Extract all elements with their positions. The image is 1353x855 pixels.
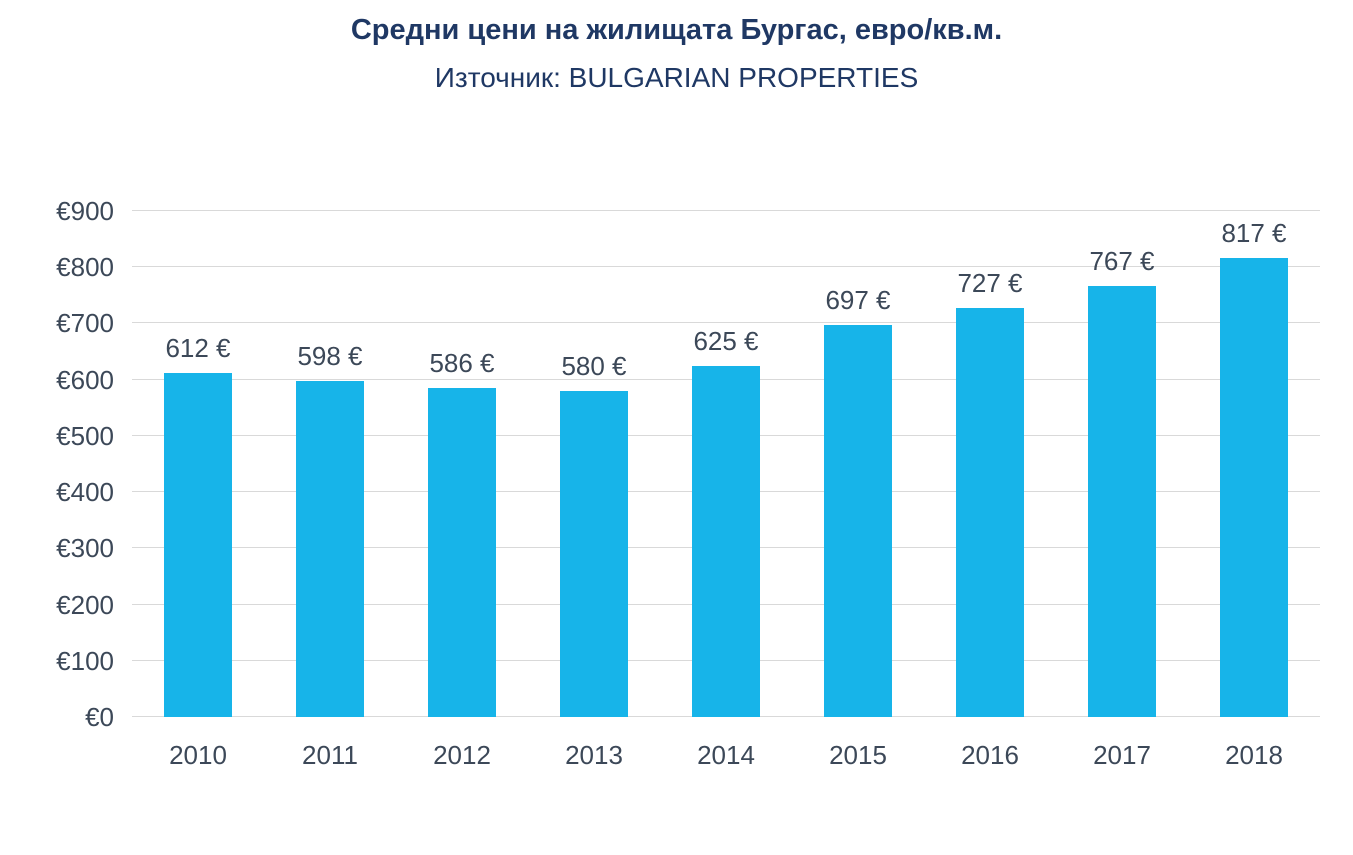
y-axis: €0 €100 €200 €300 €400 €500 €600 €700 €800 €900 bbox=[0, 198, 114, 730]
y-tick-label: €500 bbox=[56, 420, 114, 451]
bar-2014 bbox=[692, 365, 760, 717]
gridline bbox=[132, 322, 1320, 324]
x-tick-label: 2011 bbox=[302, 740, 358, 770]
bar-2011 bbox=[296, 380, 364, 717]
bar-value-label: 767 € bbox=[1089, 245, 1155, 276]
bar-value-label: 598 € bbox=[297, 340, 363, 371]
x-axis: 2010 2011 2012 2013 2014 2015 2016 2017 2018 bbox=[132, 740, 1320, 771]
y-tick-label: €700 bbox=[56, 308, 114, 339]
bar-value-label: 580 € bbox=[561, 350, 627, 381]
bar-2010 bbox=[164, 372, 232, 717]
y-tick-label: €600 bbox=[56, 364, 114, 395]
x-tick-label: 2010 bbox=[169, 740, 227, 770]
bar-2018 bbox=[1220, 257, 1288, 717]
x-tick-label: 2016 bbox=[961, 740, 1019, 770]
bar-2017 bbox=[1088, 285, 1156, 717]
bar-group-2011: 598 € bbox=[264, 211, 396, 717]
x-tick-label: 2017 bbox=[1093, 740, 1151, 770]
chart-title: Средни цени на жилищата Бургас, евро/кв.… bbox=[350, 14, 1003, 46]
bar-group-2015: 697 € bbox=[792, 211, 924, 717]
bar-group-2014: 625 € bbox=[660, 211, 792, 717]
bar-group-2017: 767 € bbox=[1056, 211, 1188, 717]
bar-value-label: 697 € bbox=[825, 285, 891, 316]
bar-group-2016: 727 € bbox=[924, 211, 1056, 717]
y-tick-label: €900 bbox=[56, 196, 114, 226]
y-tick-label: €800 bbox=[56, 252, 114, 283]
bars-row: 612 € 598 € 586 € 580 € 625 € 697 € 727 € 767 €… bbox=[132, 211, 1320, 717]
bar-group-2010: 612 € bbox=[132, 211, 264, 717]
bar-2013 bbox=[560, 390, 628, 717]
bar-value-label: 586 € bbox=[429, 347, 495, 378]
y-tick-label: €400 bbox=[56, 477, 114, 508]
bar-value-label: 727 € bbox=[957, 268, 1023, 299]
gridline bbox=[132, 210, 1320, 211]
x-tick-label: 2012 bbox=[433, 740, 491, 770]
chart-subtitle: Източник: BULGARIAN PROPERTIES bbox=[434, 62, 919, 93]
bar-group-2018: 817 € bbox=[1188, 211, 1320, 717]
y-tick-label: €200 bbox=[56, 589, 114, 620]
bar-2012 bbox=[428, 387, 496, 717]
x-tick-label: 2013 bbox=[565, 740, 623, 770]
y-tick-label: €100 bbox=[56, 645, 114, 676]
bar-2016 bbox=[956, 308, 1024, 717]
x-tick-label: 2014 bbox=[697, 740, 755, 770]
y-tick-label: €0 bbox=[85, 702, 114, 732]
y-tick-label: €300 bbox=[56, 533, 114, 564]
bar-2015 bbox=[824, 325, 892, 717]
bar-value-label: 612 € bbox=[165, 332, 231, 363]
bar-value-label: 817 € bbox=[1221, 217, 1287, 248]
bar-group-2013: 580 € bbox=[528, 211, 660, 717]
bar-value-label: 625 € bbox=[693, 325, 759, 356]
x-tick-label: 2015 bbox=[829, 740, 887, 770]
plot-area: 612 € 598 € 586 € 580 € 625 € 697 € 727 € 767 €… bbox=[132, 210, 1320, 717]
bar-group-2012: 586 € bbox=[396, 211, 528, 717]
x-tick-label: 2018 bbox=[1225, 740, 1283, 770]
gridline bbox=[132, 266, 1320, 268]
